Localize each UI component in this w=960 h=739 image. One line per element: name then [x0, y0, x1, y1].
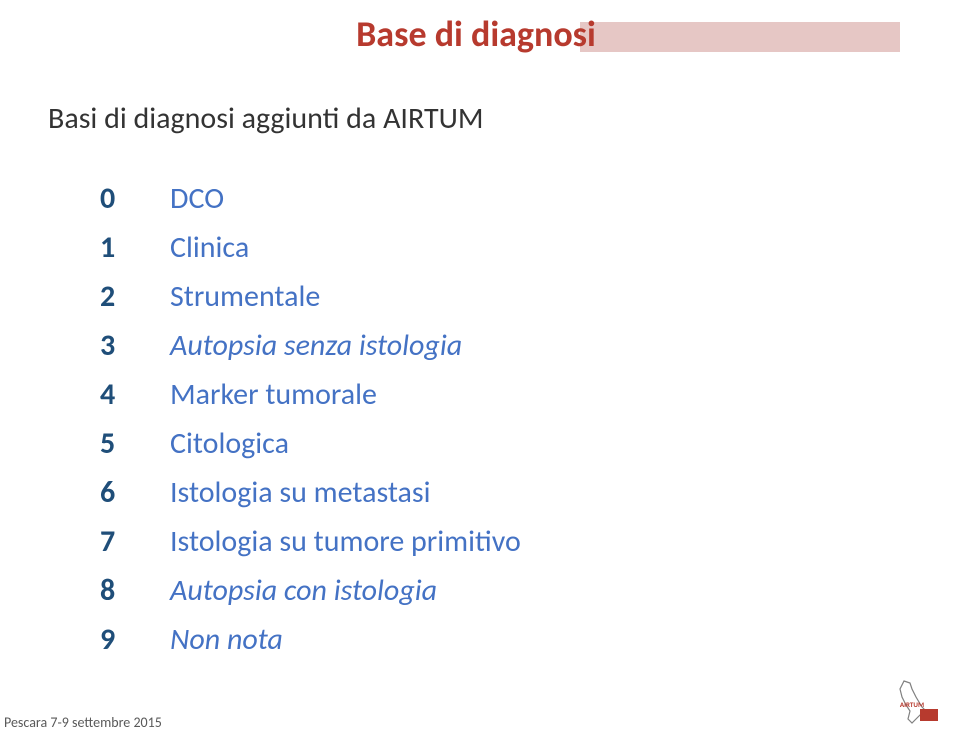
item-label: Istologia su tumore primitivo [170, 523, 521, 560]
list-item: 3Autopsia senza istologia [100, 327, 521, 364]
item-code: 8 [100, 572, 170, 609]
item-label: Autopsia con istologia [170, 572, 437, 609]
item-label: Marker tumorale [170, 376, 377, 413]
item-code: 2 [100, 278, 170, 315]
list-item: 6Istologia su metastasi [100, 474, 521, 511]
logo-text: AIRTUM [900, 700, 924, 709]
airtum-logo: AIRTUM [882, 679, 942, 729]
title-wrap: Base di diagnosi [0, 12, 960, 56]
list-item: 8Autopsia con istologia [100, 572, 521, 609]
list-item: 9Non nota [100, 621, 521, 658]
item-label: Autopsia senza istologia [170, 327, 462, 364]
item-code: 4 [100, 376, 170, 413]
item-code: 3 [100, 327, 170, 364]
item-label: Strumentale [170, 278, 320, 315]
list-item: 7Istologia su tumore primitivo [100, 523, 521, 560]
list-item: 2Strumentale [100, 278, 521, 315]
item-label: DCO [170, 180, 224, 217]
list-item: 0DCO [100, 180, 521, 217]
footer-text: Pescara 7-9 settembre 2015 [4, 714, 162, 731]
slide: Base di diagnosi Basi di diagnosi aggiun… [0, 0, 960, 739]
list-item: 5Citologica [100, 425, 521, 462]
page-title: Base di diagnosi [356, 12, 604, 56]
item-code: 0 [100, 180, 170, 217]
list-item: 1Clinica [100, 229, 521, 266]
item-code: 5 [100, 425, 170, 462]
item-code: 9 [100, 621, 170, 658]
logo-box-icon [920, 709, 938, 721]
item-code: 7 [100, 523, 170, 560]
item-label: Istologia su metastasi [170, 474, 431, 511]
item-label: Citologica [170, 425, 289, 462]
diagnosis-list: 0DCO1Clinica2Strumentale3Autopsia senza … [100, 180, 521, 670]
item-code: 6 [100, 474, 170, 511]
subtitle: Basi di diagnosi aggiunti da AIRTUM [48, 100, 484, 137]
item-code: 1 [100, 229, 170, 266]
item-label: Clinica [170, 229, 249, 266]
item-label: Non nota [170, 621, 283, 658]
list-item: 4Marker tumorale [100, 376, 521, 413]
